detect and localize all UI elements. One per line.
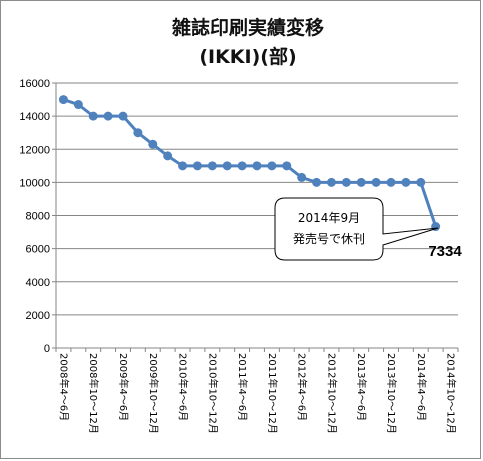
data-point (416, 177, 426, 187)
x-tick-label: 2010年4～6月 (177, 353, 190, 421)
data-point (282, 161, 292, 171)
x-tick-label: 2013年10～12月 (385, 353, 398, 434)
data-point (192, 161, 202, 171)
x-tick-label: 2011年10～12月 (266, 353, 279, 434)
data-label-last: 7334 (428, 243, 462, 260)
x-tick-label: 2008年4～6月 (57, 353, 70, 421)
x-tick-label: 2013年4～6月 (355, 353, 368, 421)
data-point (103, 111, 113, 121)
callout-line-2: 発売号で休刊 (293, 231, 365, 246)
data-point (297, 172, 307, 182)
data-point (163, 151, 173, 161)
data-point (267, 161, 277, 171)
data-point (178, 161, 188, 171)
axes (55, 83, 458, 349)
data-point (237, 161, 247, 171)
callout: 2014年9月 発売号で休刊 (274, 197, 439, 261)
x-tick-label: 2014年10～12月 (445, 353, 458, 434)
data-point (58, 95, 68, 105)
y-tick-label: 16000 (19, 78, 50, 90)
x-tick-label: 2009年10～12月 (147, 353, 160, 434)
x-tick-label: 2008年10～12月 (87, 353, 100, 434)
callout-line-1: 2014年9月 (298, 211, 360, 225)
x-tick-label: 2012年10～12月 (325, 353, 338, 434)
chart-subtitle: (IKKI)(部) (199, 45, 296, 68)
chart-title: 雑誌印刷実績変移 (171, 16, 324, 39)
y-tick-label: 14000 (19, 111, 50, 123)
data-point (133, 128, 143, 138)
data-point (341, 177, 351, 187)
data-point (252, 161, 262, 171)
data-point (356, 177, 366, 187)
data-point (88, 111, 98, 121)
y-tick-label: 4000 (26, 277, 50, 289)
data-point (207, 161, 217, 171)
y-tick-label: 2000 (26, 310, 50, 322)
callout-bubble (274, 197, 439, 261)
y-tick-label: 6000 (26, 244, 50, 256)
gridlines (56, 82, 458, 316)
x-tick-label: 2014年4～6月 (415, 353, 428, 421)
y-tick-label: 8000 (26, 211, 50, 223)
data-point (401, 177, 411, 187)
data-point (371, 177, 381, 187)
y-tick-label: 12000 (19, 144, 50, 156)
data-point (148, 139, 158, 149)
x-tick-label: 2012年4～6月 (296, 353, 309, 421)
y-tick-label: 0 (44, 343, 50, 355)
y-tick-label: 10000 (19, 177, 50, 189)
data-point (326, 177, 336, 187)
x-axis-ticks: 2008年4～6月 2008年10～12月 2009年4～6月 2009年10～12月… (55, 348, 459, 434)
x-tick-label: 2010年10～12月 (206, 353, 219, 434)
data-point (118, 111, 128, 121)
data-point (222, 161, 232, 171)
series-group (58, 95, 441, 232)
x-tick-label: 2009年4～6月 (117, 353, 130, 421)
data-point (386, 177, 396, 187)
x-tick-label: 2011年4～6月 (236, 353, 249, 421)
y-axis-ticks: 0 2000 4000 6000 8000 10000 12000 14000 16000 (19, 78, 56, 355)
data-point (312, 177, 322, 187)
data-point (73, 100, 83, 110)
